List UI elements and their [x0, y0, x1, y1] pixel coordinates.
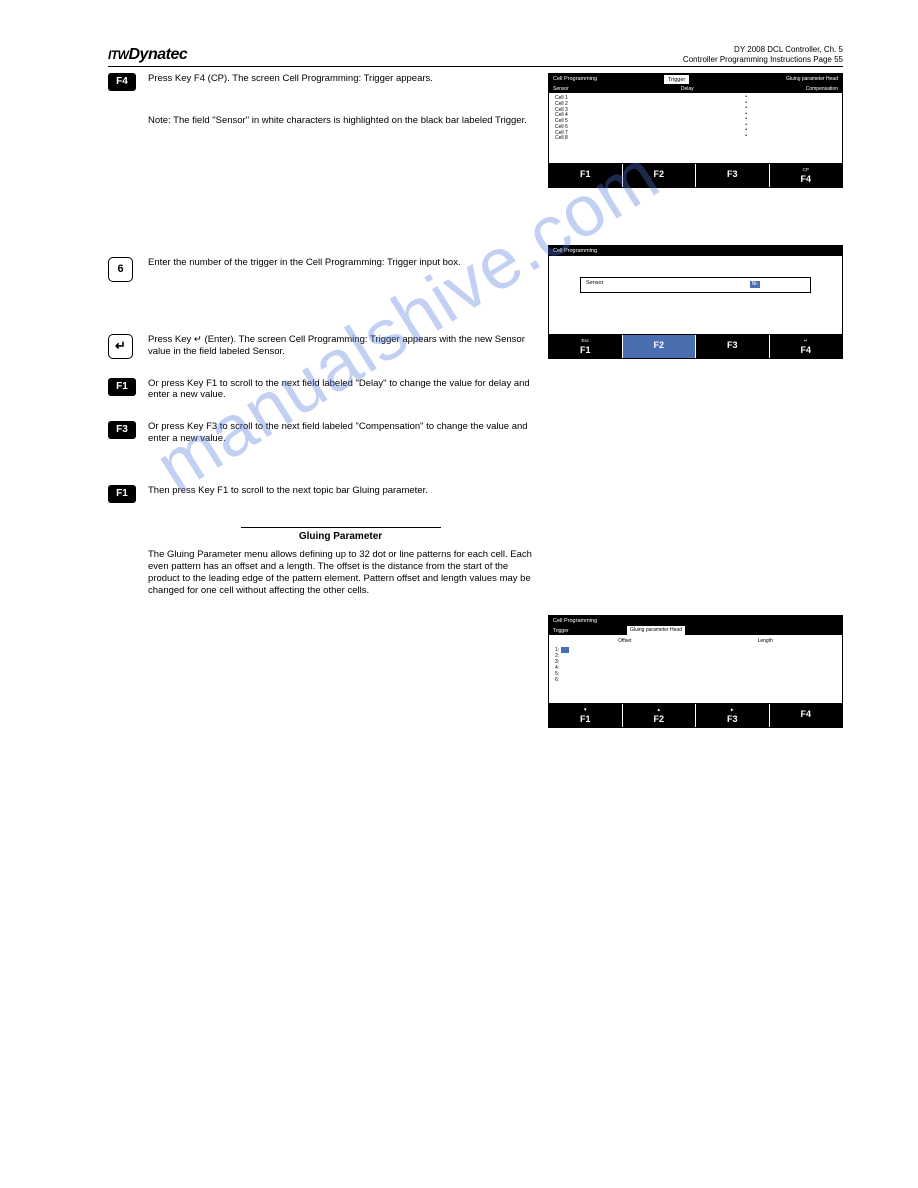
step-text: Press Key F4 (CP). The screen Cell Progr…	[148, 73, 533, 85]
step-text: Or press Key F3 to scroll to the next fi…	[148, 421, 533, 445]
screen-fkey[interactable]: F1	[549, 164, 623, 187]
step-text: Note: The field "Sensor" in white charac…	[148, 115, 533, 127]
list-item: Cell 8	[555, 136, 836, 142]
step-text: Press Key ↵ (Enter). The screen Cell Pro…	[148, 334, 533, 358]
col-offset: Offset	[618, 638, 631, 645]
key-f1-b[interactable]: F1	[108, 485, 136, 503]
screen-fkey[interactable]: F2	[623, 164, 697, 187]
step-text: Enter the number of the trigger in the C…	[148, 257, 533, 269]
logo-main: Dynatec	[129, 46, 188, 63]
screen-trigger: Cell Programming Trigger Gluing paramete…	[548, 73, 843, 188]
key-f1[interactable]: F1	[108, 378, 136, 396]
step-text: Then press Key F1 to scroll to the next …	[148, 485, 533, 497]
sub-comp: Compensation	[806, 86, 838, 92]
gluing-para: The Gluing Parameter menu allows definin…	[148, 549, 533, 597]
screen-title-right: Gluing parameter Head	[786, 76, 838, 82]
key-f3[interactable]: F3	[108, 421, 136, 439]
screen-fkey[interactable]: ▲F2	[623, 704, 697, 727]
screen-fkey[interactable]: F4	[770, 704, 843, 727]
screen-fkeys: F1 F2 F3 CPF4	[549, 163, 842, 187]
sub-gluing: Gluing parameter Head	[627, 626, 685, 635]
screen-fkey[interactable]: ▼F1	[549, 704, 623, 727]
input-box[interactable]: Sensor Nr.	[580, 277, 811, 293]
screen-fkey[interactable]: CPF4	[770, 164, 843, 187]
sub-delay: Delay	[681, 86, 694, 92]
page-header: ITWDynatec DY 2008 DCL Controller, Ch. 5…	[108, 45, 843, 67]
screen-tab: Trigger	[664, 74, 689, 84]
screen-title: Cell Programming	[553, 618, 597, 624]
val-highlight	[561, 647, 569, 653]
key-6[interactable]: 6	[108, 257, 133, 282]
logo-prefix: ITW	[108, 48, 129, 62]
row-val: 1:	[555, 647, 559, 653]
header-line2: Controller Programming Instructions Page…	[683, 55, 843, 65]
header-meta: DY 2008 DCL Controller, Ch. 5 Controller…	[683, 45, 843, 64]
list-item: 6:	[555, 677, 836, 683]
screen-fkey[interactable]: F3	[696, 164, 770, 187]
screen-gluing: Cell Programming Trigger Gluing paramete…	[548, 615, 843, 728]
screen-fkeys: ▼F1 ▲F2 ►F3 F4	[549, 703, 842, 727]
screen-title: Cell Programming	[553, 248, 597, 254]
key-f4[interactable]: F4	[108, 73, 136, 91]
screen-title: Cell Programming	[553, 76, 597, 82]
col-length: Length	[758, 638, 773, 645]
input-highlight: Nr.	[750, 281, 760, 288]
sub-trigger: Trigger	[553, 628, 569, 634]
row-list: 2: 3: 4: 5: 6:	[555, 653, 836, 683]
sub-sensor: Sensor	[553, 86, 569, 92]
screen-fkey[interactable]: ►F3	[696, 704, 770, 727]
header-line1: DY 2008 DCL Controller, Ch. 5	[683, 45, 843, 55]
input-label: Sensor	[586, 280, 603, 286]
section-heading: Gluing Parameter	[148, 531, 533, 544]
logo: ITWDynatec	[108, 46, 187, 64]
key-enter[interactable]: ↵	[108, 334, 133, 359]
separator	[241, 527, 441, 528]
step-text: Or press Key F1 to scroll to the next fi…	[148, 378, 533, 402]
